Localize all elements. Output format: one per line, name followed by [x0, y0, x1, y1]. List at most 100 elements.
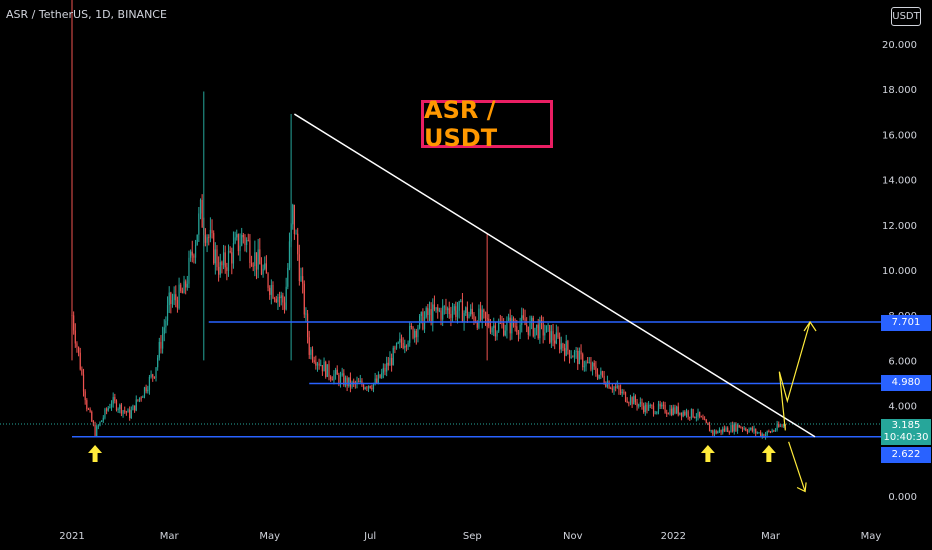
- candle-body: [605, 383, 607, 387]
- candle-body: [465, 307, 467, 314]
- candle-body: [730, 425, 732, 433]
- candle-body: [129, 409, 131, 419]
- candle-body: [343, 373, 345, 386]
- candle-body: [178, 284, 180, 309]
- candle-body: [445, 306, 447, 311]
- candle-body: [458, 301, 460, 311]
- candle-body: [132, 405, 134, 411]
- candle-body: [386, 362, 388, 372]
- projection-down-arrowhead: [796, 482, 807, 493]
- candle-body: [484, 312, 487, 319]
- projection-down-arrow: [788, 441, 806, 492]
- current-price-tag: 3.185 10:40:30: [881, 419, 931, 445]
- candle-body: [685, 411, 688, 415]
- candle-body: [547, 325, 549, 326]
- candle-body: [173, 294, 175, 301]
- candle-body: [333, 374, 335, 381]
- candle-body: [303, 283, 305, 315]
- candle-body: [702, 417, 704, 420]
- candle-body: [73, 315, 75, 331]
- candle-body: [348, 377, 350, 386]
- candle-body: [170, 292, 172, 305]
- candle-body: [631, 397, 633, 405]
- countdown-timer: 10:40:30: [883, 432, 929, 443]
- candle-body: [237, 234, 239, 252]
- candle-body: [531, 317, 533, 322]
- candle-body: [451, 310, 454, 318]
- candle-body: [315, 362, 317, 366]
- candle-body: [746, 430, 749, 433]
- candle-body: [695, 416, 697, 418]
- candle-body: [140, 397, 142, 399]
- candle-body: [214, 249, 216, 264]
- candle-body: [334, 369, 337, 375]
- candle-body: [661, 404, 663, 407]
- candle-body: [636, 402, 638, 407]
- candle-body: [483, 309, 485, 313]
- candle-body: [193, 255, 195, 258]
- symbol-label[interactable]: ASR / TetherUS, 1D, BINANCE: [6, 8, 167, 21]
- candle-body: [366, 387, 368, 389]
- candle-body: [634, 396, 637, 403]
- candle-body: [438, 310, 440, 312]
- candle-body: [666, 412, 668, 414]
- candle-body: [537, 324, 539, 339]
- candle-body: [209, 229, 211, 238]
- candle-body: [112, 397, 114, 404]
- candle-body: [191, 251, 193, 256]
- candle-body: [573, 351, 576, 358]
- candle-body: [328, 364, 330, 377]
- y-tick-label: 12.000: [882, 221, 917, 232]
- candle-body: [422, 312, 424, 330]
- candle-body: [646, 404, 648, 411]
- candle-body: [542, 321, 544, 336]
- currency-button[interactable]: USDT: [891, 7, 921, 26]
- candle-body: [142, 396, 144, 398]
- candle-body: [615, 387, 617, 388]
- candle-body: [736, 425, 739, 431]
- candle-body: [134, 405, 136, 411]
- candle-body: [776, 424, 778, 430]
- candle-body: [455, 306, 457, 317]
- candle-body: [166, 305, 169, 321]
- candle-body: [611, 388, 613, 390]
- candle-body: [471, 308, 473, 315]
- candle-body: [405, 345, 408, 347]
- candle-body: [595, 366, 597, 374]
- candle-body: [596, 373, 599, 379]
- candle-body: [498, 323, 500, 332]
- candle-body: [227, 250, 230, 271]
- projection-up-arrow: [778, 321, 811, 431]
- candle-body: [526, 325, 528, 327]
- candle-body: [708, 424, 711, 432]
- candle-body: [442, 306, 444, 320]
- candle-body: [723, 428, 725, 431]
- candle-body: [690, 409, 693, 418]
- candle-body: [402, 342, 404, 349]
- candle-body: [651, 405, 653, 406]
- candle-body: [478, 308, 480, 328]
- candle-body: [204, 235, 207, 243]
- candle-body: [638, 404, 640, 407]
- candle-body: [722, 428, 724, 433]
- candle-body: [115, 400, 118, 410]
- candle-body: [430, 309, 432, 324]
- candle-body: [152, 374, 154, 377]
- candle-body: [180, 284, 182, 291]
- candle-body: [127, 409, 129, 413]
- y-tick-label: 18.000: [882, 85, 917, 96]
- candle-body: [206, 237, 208, 243]
- candle-body: [778, 424, 780, 427]
- candle-body: [647, 405, 650, 411]
- candle-body: [306, 313, 309, 338]
- candle-body: [341, 373, 343, 376]
- candle-body: [763, 434, 765, 438]
- y-tick-label: 10.000: [882, 266, 917, 277]
- candle-body: [208, 237, 210, 239]
- candle-body: [680, 412, 683, 417]
- x-tick-label: 2022: [661, 531, 686, 542]
- candle-body: [190, 251, 192, 258]
- candle-body: [694, 417, 696, 418]
- candle-body: [618, 385, 620, 390]
